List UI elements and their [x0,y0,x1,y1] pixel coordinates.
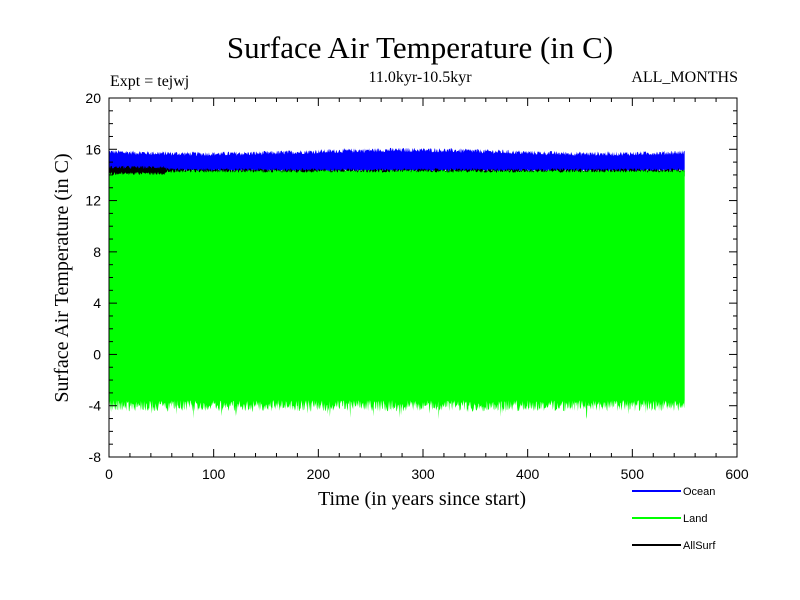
x-tick-label: 0 [105,466,113,482]
y-tick-label: 4 [93,295,101,311]
x-tick-label: 100 [202,466,226,482]
y-tick-label: 0 [93,346,101,362]
chart-title: Surface Air Temperature (in C) [227,30,613,65]
legend-label-ocean: Ocean [683,486,715,498]
legend: Ocean Land AllSurf [632,486,716,552]
axis-layer: 0 100 200 300 400 500 600 -8 -4 0 4 8 12 16 20 [85,90,748,482]
series-ocean [109,147,685,173]
period-label: 11.0kyr-10.5kyr [368,69,472,86]
series-land [109,169,685,420]
months-label: ALL_MONTHS [631,69,738,86]
legend-label-allsurf: AllSurf [683,540,716,552]
plot-layer [109,147,685,420]
y-tick-label: 20 [85,90,101,106]
y-tick-label: -8 [89,449,102,465]
experiment-label: Expt = tejwj [110,73,189,90]
y-tick-label: 16 [85,141,101,157]
y-tick-label: 12 [85,193,101,209]
x-tick-label: 300 [411,466,435,482]
x-tick-label: 400 [516,466,540,482]
y-axis-label: Surface Air Temperature (in C) [51,153,73,402]
y-tick-label: -4 [89,398,102,414]
y-tick-label: 8 [93,244,101,260]
x-tick-label: 600 [725,466,749,482]
x-tick-label: 500 [621,466,645,482]
x-tick-label: 200 [307,466,331,482]
legend-label-land: Land [683,513,707,525]
x-axis-label: Time (in years since start) [318,488,526,510]
